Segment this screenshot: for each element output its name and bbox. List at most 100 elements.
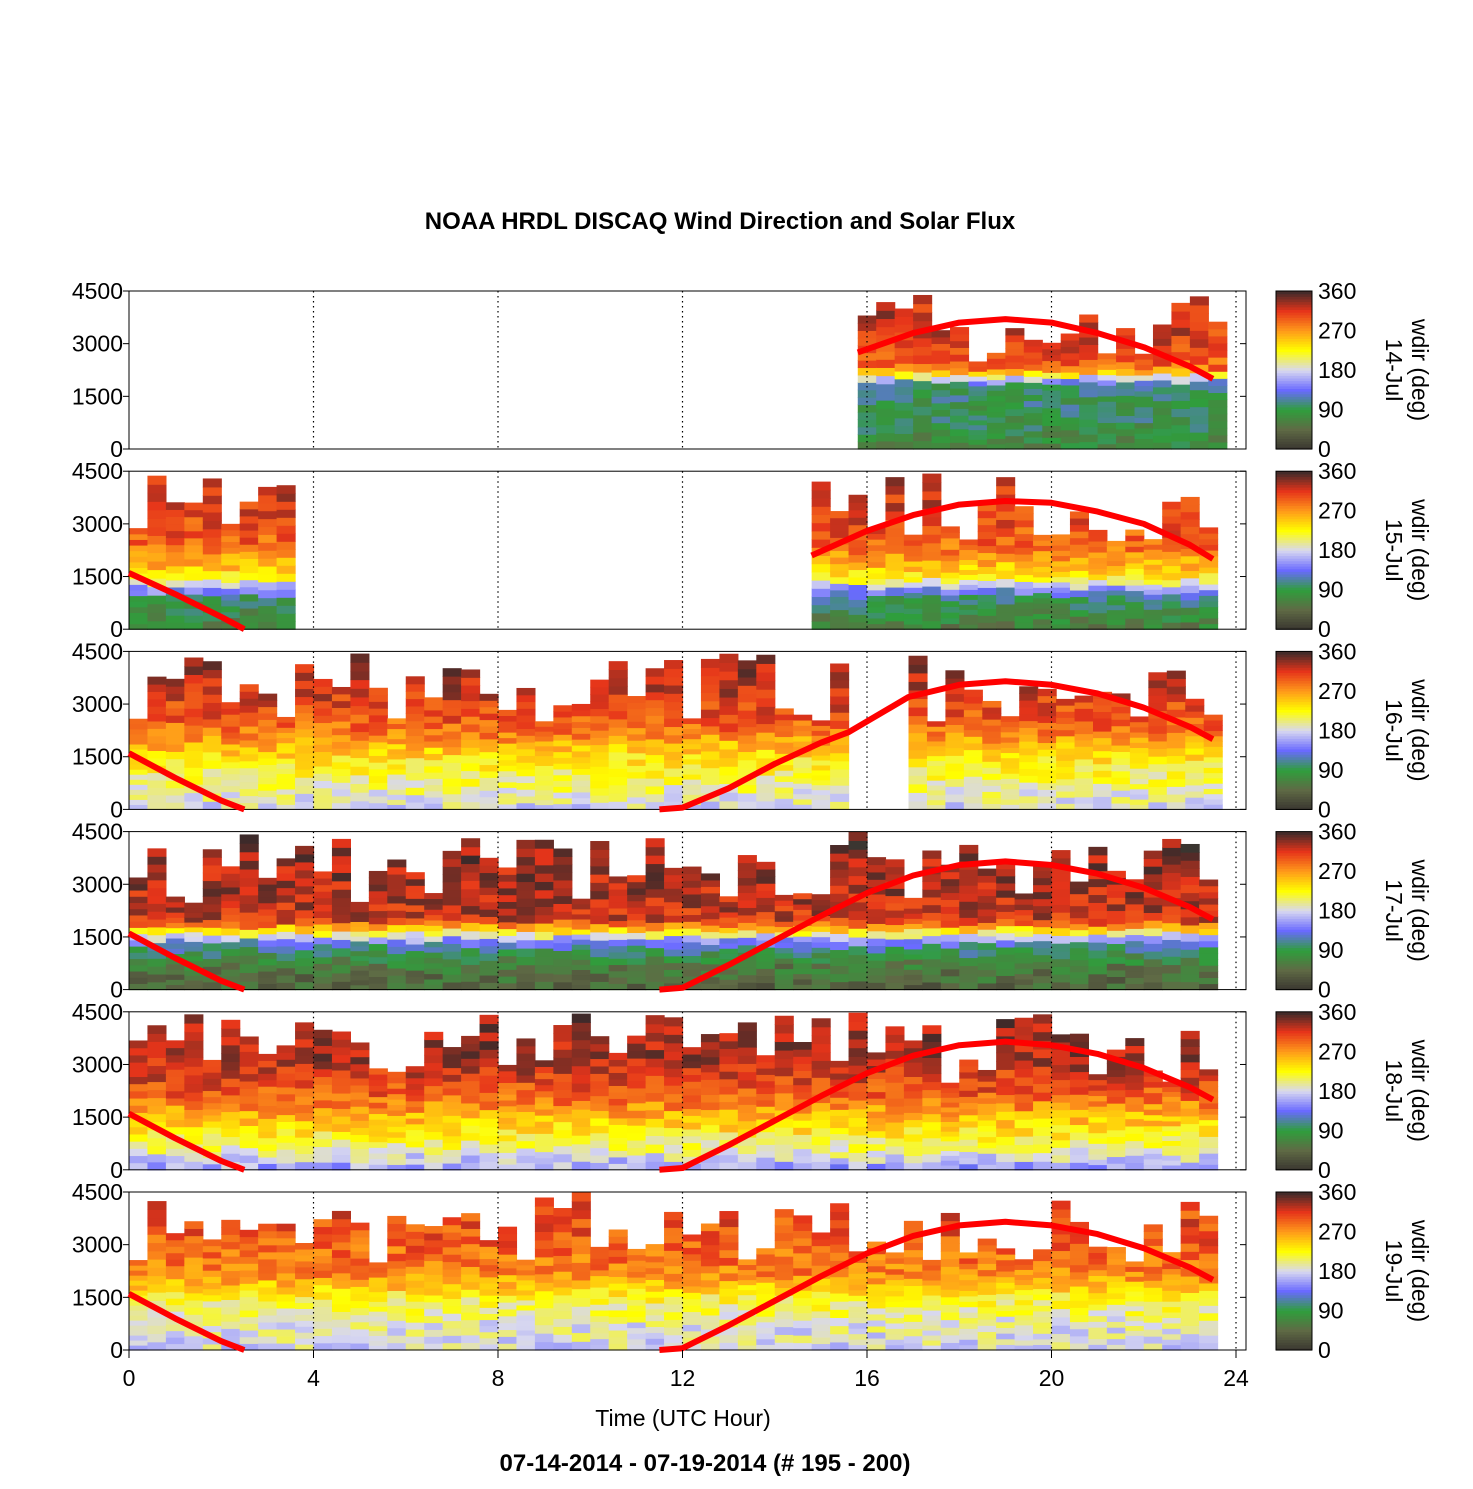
heatmap-cell [331, 1077, 351, 1086]
colorbar-swatch [1276, 317, 1312, 321]
heatmap-cell [977, 580, 997, 588]
heatmap-cell [737, 1071, 757, 1081]
heatmap-cell [461, 1132, 481, 1141]
heatmap-cell [608, 743, 628, 753]
heatmap-cell [147, 743, 167, 751]
heatmap-cell [959, 564, 979, 570]
heatmap-cell [350, 1155, 370, 1164]
heatmap-cell [424, 935, 444, 942]
heatmap-cell [129, 939, 149, 947]
heatmap-cell [553, 1057, 573, 1066]
heatmap-cell [1129, 757, 1149, 764]
heatmap-cell [885, 1090, 905, 1099]
heatmap-cell [313, 1154, 333, 1163]
heatmap-cell [1014, 1017, 1034, 1027]
heatmap-cell [590, 1140, 610, 1149]
heatmap-cell [147, 1161, 167, 1171]
heatmap-cell [848, 901, 868, 912]
heatmap-cell [1180, 563, 1200, 572]
heatmap-cell [664, 1118, 684, 1129]
heatmap-cell [1051, 1087, 1071, 1096]
heatmap-cell [1060, 429, 1080, 437]
heatmap-cell [903, 938, 923, 945]
heatmap-cell [424, 898, 444, 905]
heatmap-cell [1143, 544, 1163, 550]
heatmap-cell [295, 777, 315, 786]
heatmap-cell [682, 1156, 702, 1164]
heatmap-cell [147, 926, 167, 936]
heatmap-cell [165, 722, 185, 731]
heatmap-cell [922, 889, 942, 898]
heatmap-cell [756, 1131, 776, 1139]
heatmap-cell [1069, 609, 1089, 617]
heatmap-cell [885, 866, 905, 875]
heatmap-cell [498, 781, 518, 788]
heatmap-cell [857, 434, 877, 443]
heatmap-cell [1051, 966, 1071, 975]
heatmap-cell [645, 1040, 665, 1051]
heatmap-cell [996, 1144, 1016, 1154]
heatmap-cell [1060, 339, 1080, 347]
heatmap-cell [147, 543, 167, 554]
heatmap-cell [1162, 593, 1182, 602]
heatmap-cell [903, 969, 923, 975]
heatmap-cell [221, 873, 241, 881]
heatmap-cell [756, 740, 776, 750]
heatmap-cell [276, 1128, 296, 1136]
heatmap-cell [165, 1054, 185, 1063]
heatmap-cell [258, 732, 278, 740]
heatmap-cell [719, 932, 739, 939]
heatmap-cell [645, 863, 665, 873]
heatmap-cell [331, 914, 351, 924]
heatmap-cell [258, 1293, 278, 1302]
heatmap-cell [534, 1222, 554, 1232]
heatmap-cell [940, 589, 960, 596]
heatmap-cell [276, 1086, 296, 1095]
heatmap-cell [664, 949, 684, 957]
heatmap-cell [276, 1149, 296, 1157]
heatmap-cell [1134, 417, 1154, 424]
heatmap-cell [1125, 1118, 1145, 1127]
heatmap-cell [276, 549, 296, 558]
heatmap-cell [1199, 965, 1219, 972]
heatmap-cell [664, 792, 684, 802]
heatmap-cell [1129, 762, 1149, 769]
heatmap-cell [405, 1280, 425, 1288]
heatmap-cell [165, 758, 185, 767]
heatmap-cell [756, 982, 776, 991]
heatmap-cell [1180, 1054, 1200, 1063]
heatmap-cell [129, 1310, 149, 1316]
heatmap-cell [221, 582, 241, 589]
heatmap-cell [1014, 567, 1034, 576]
heatmap-cell [405, 904, 425, 912]
heatmap-cell [1180, 1123, 1200, 1132]
heatmap-cell [184, 509, 204, 518]
heatmap-cell [387, 728, 407, 735]
heatmap-cell [894, 347, 914, 356]
heatmap-cell [498, 748, 518, 755]
heatmap-cell [516, 762, 536, 770]
heatmap-cell [894, 316, 914, 325]
heatmap-cell [903, 1105, 923, 1113]
heatmap-cell [424, 952, 444, 959]
heatmap-cell [1111, 757, 1131, 765]
y-tick-label: 0 [110, 796, 123, 822]
heatmap-cell [405, 885, 425, 893]
heatmap-cell [627, 1338, 647, 1345]
heatmap-cell [165, 1252, 185, 1260]
heatmap-cell [313, 1068, 333, 1078]
heatmap-cell [442, 1276, 462, 1285]
heatmap-cell [1069, 550, 1089, 558]
heatmap-cell [1208, 434, 1228, 443]
heatmap-cell [996, 527, 1016, 537]
heatmap-cell [313, 1107, 333, 1116]
heatmap-cell [571, 791, 591, 799]
heatmap-cell [737, 710, 757, 719]
heatmap-cell [221, 1321, 241, 1329]
heatmap-cell [1166, 740, 1186, 749]
heatmap-cell [664, 784, 684, 794]
colorbar-swatch [1276, 963, 1312, 967]
heatmap-cell [645, 1058, 665, 1068]
heatmap-cell [1056, 717, 1076, 725]
heatmap-cell [793, 777, 813, 784]
